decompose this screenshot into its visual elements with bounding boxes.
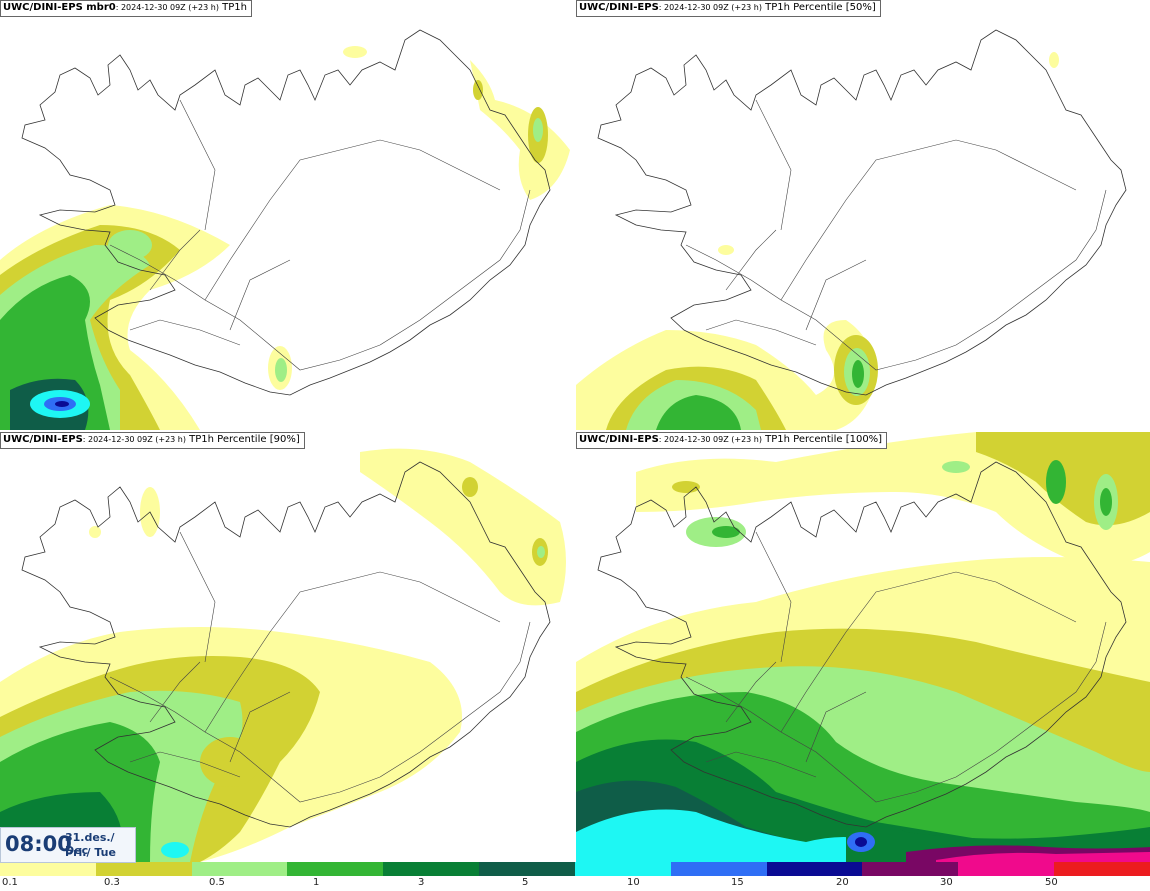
legend-tick: 30 (940, 877, 953, 888)
panel-title-p50: UWC/DINI-EPS: 2024-12-30 09Z (+23 h) TP1… (576, 0, 881, 17)
legend-color-segment (574, 862, 671, 876)
panel-title-mbr0: UWC/DINI-EPS mbr0: 2024-12-30 09Z (+23 h… (0, 0, 252, 17)
legend-color-segment (958, 862, 1055, 876)
legend-tick: 3 (418, 877, 425, 888)
precip-map-p50 (576, 29, 1127, 430)
map-panel-p50: UWC/DINI-EPS: 2024-12-30 09Z (+23 h) TP1… (576, 0, 1150, 430)
legend-color-segment (191, 862, 288, 876)
valid-time: 08:00 (5, 832, 72, 856)
legend-tick: 50 (1045, 877, 1058, 888)
legend-color-segment (287, 862, 384, 876)
legend-color-segment (766, 862, 863, 876)
legend-tick: 0.3 (104, 877, 120, 888)
legend-tick: 5 (522, 877, 529, 888)
legend-tick: 0.1 (2, 877, 18, 888)
precip-map-p100 (576, 432, 1150, 862)
legend-color-segment (479, 862, 575, 876)
legend-color-bar (0, 862, 1150, 876)
valid-weekday: Þri./ Tue (65, 846, 116, 859)
legend-color-segment (1054, 862, 1150, 876)
legend-tick: 0.5 (209, 877, 225, 888)
map-panel-p90: UWC/DINI-EPS: 2024-12-30 09Z (+23 h) TP1… (0, 432, 574, 862)
precip-map-mbr0 (0, 29, 570, 430)
legend-color-segment (862, 862, 959, 876)
legend-tick: 15 (731, 877, 744, 888)
legend-tick: 10 (627, 877, 640, 888)
precip-map-p90 (0, 448, 566, 862)
legend-color-segment (95, 862, 192, 876)
map-panel-p100: UWC/DINI-EPS: 2024-12-30 09Z (+23 h) TP1… (576, 432, 1150, 862)
panel-title-p100: UWC/DINI-EPS: 2024-12-30 09Z (+23 h) TP1… (576, 432, 888, 449)
legend-tick: 20 (836, 877, 849, 888)
panel-title-p90: UWC/DINI-EPS: 2024-12-30 09Z (+23 h) TP1… (0, 432, 305, 449)
valid-date: 31.des./ Dec (65, 831, 115, 857)
legend-color-segment (0, 862, 96, 876)
valid-time-box: 08:00 31.des./ Dec Þri./ Tue (0, 827, 136, 863)
legend-color-segment (670, 862, 767, 876)
panel-divider-horizontal (0, 430, 1150, 432)
color-legend: 0.1 0.3 0.5 1 3 5 10 15 20 30 50 (0, 862, 1150, 891)
legend-tick: 1 (313, 877, 320, 888)
map-panel-mbr0: UWC/DINI-EPS mbr0: 2024-12-30 09Z (+23 h… (0, 0, 574, 430)
legend-color-segment (383, 862, 480, 876)
